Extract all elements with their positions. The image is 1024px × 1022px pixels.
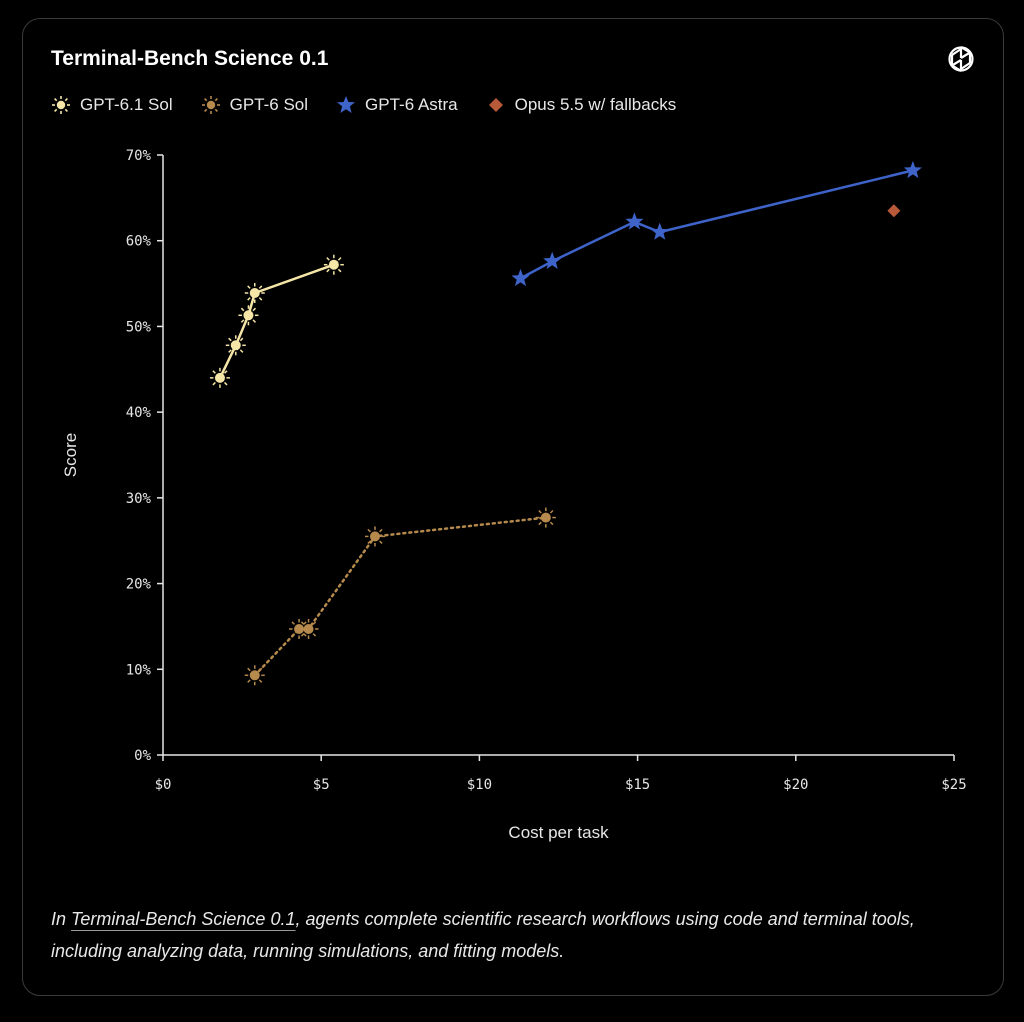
benchmark-link[interactable]: Terminal-Bench Science 0.1 <box>71 909 296 929</box>
legend-label: GPT-6 Astra <box>365 95 458 114</box>
x-tick-label: $20 <box>783 777 808 793</box>
legend-label: GPT-6.1 Sol <box>80 95 173 114</box>
chart-title: Terminal-Bench Science 0.1 <box>51 47 329 70</box>
diamond-marker-icon <box>488 98 503 112</box>
sun-marker <box>238 305 259 326</box>
legend-item-gpt6-sol: GPT-6 Sol <box>201 95 308 115</box>
sun-marker-icon <box>201 96 220 114</box>
y-tick-label: 10% <box>126 662 152 678</box>
legend-item-gpt61-sol: GPT-6.1 Sol <box>51 95 173 115</box>
x-tick-label: $5 <box>313 777 330 793</box>
sun-marker <box>244 665 265 686</box>
x-tick-label: $25 <box>941 777 966 793</box>
star-marker <box>903 160 922 179</box>
y-axis-title: Score <box>61 433 80 477</box>
series-line-0 <box>218 263 335 379</box>
sun-marker <box>244 283 265 303</box>
sun-marker <box>364 526 385 547</box>
sun-marker <box>298 619 319 639</box>
y-tick-label: 30% <box>126 491 152 507</box>
x-tick-label: $0 <box>155 777 172 793</box>
y-tick-label: 20% <box>126 577 152 593</box>
star-marker-icon <box>337 96 356 113</box>
caption-prefix: In <box>51 909 72 929</box>
x-tick-label: $15 <box>625 777 650 793</box>
openai-logo-icon <box>948 46 974 72</box>
sun-marker <box>535 507 556 528</box>
sun-marker-icon <box>52 96 70 114</box>
y-tick-label: 60% <box>126 234 152 250</box>
star-marker <box>650 222 669 240</box>
series-line-1 <box>253 516 548 677</box>
y-tick-label: 40% <box>126 405 152 421</box>
y-tick-label: 0% <box>134 748 151 764</box>
y-tick-label: 70% <box>126 148 152 164</box>
sun-marker <box>323 254 344 275</box>
chart-legend: GPT-6.1 Sol GPT-6 Sol GPT-6 Astra Opus 5… <box>51 95 676 115</box>
diamond-marker <box>887 204 901 218</box>
series-line-2 <box>519 169 914 280</box>
chart-caption: In Terminal-Bench Science 0.1, agents co… <box>51 903 951 967</box>
sun-marker <box>225 335 246 356</box>
legend-label: GPT-6 Sol <box>229 95 309 114</box>
caption-suffix: , agents complete scientific research wo… <box>51 909 915 961</box>
x-tick-label: $10 <box>467 777 492 793</box>
legend-item-opus: Opus 5.5 w/ fallbacks <box>486 95 677 115</box>
legend-item-gpt6-astra: GPT-6 Astra <box>336 95 458 115</box>
sun-marker <box>209 367 230 388</box>
star-marker <box>625 212 644 230</box>
legend-label: Opus 5.5 w/ fallbacks <box>514 95 677 114</box>
x-axis-title: Cost per task <box>508 823 609 842</box>
chart-card: Terminal-Bench Science 0.1 GPT-6.1 Sol G… <box>22 18 1004 996</box>
y-tick-label: 50% <box>126 319 152 335</box>
star-marker <box>543 251 562 269</box>
star-marker <box>511 268 530 287</box>
